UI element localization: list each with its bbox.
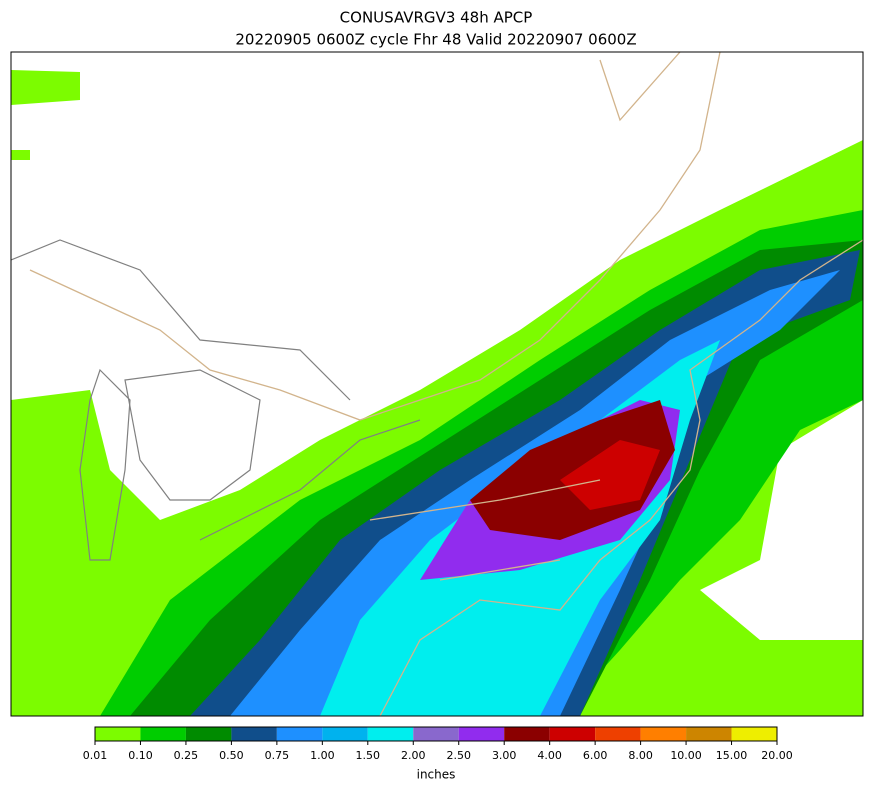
- colorbar-tick-label: 10.00: [670, 749, 702, 762]
- colorbar-bin: [322, 727, 368, 741]
- colorbar-label: inches: [417, 768, 456, 782]
- colorbar-bin: [185, 727, 232, 741]
- colorbar-tick-label: 20.00: [761, 749, 793, 762]
- colorbar-tick-label: 0.10: [128, 749, 153, 762]
- colorbar-tick-label: 2.50: [446, 749, 471, 762]
- colorbar-bin: [504, 727, 550, 741]
- colorbar-tick-label: 0.01: [83, 749, 108, 762]
- colorbar-tick-label: 0.50: [219, 749, 244, 762]
- colorbar-tick-label: 0.75: [265, 749, 290, 762]
- title-line: 20220905 0600Z cycle Fhr 48 Valid 202209…: [235, 31, 636, 49]
- colorbar-bin: [413, 727, 459, 741]
- colorbar-tick-label: 15.00: [716, 749, 748, 762]
- colorbar-bin: [640, 727, 687, 741]
- colorbar-tick-label: 6.00: [583, 749, 608, 762]
- colorbar-bin: [95, 727, 141, 741]
- colorbar-bin: [731, 727, 777, 741]
- colorbar-bin: [367, 727, 414, 741]
- colorbar-tick-label: 3.00: [492, 749, 517, 762]
- colorbar-frame: [94, 726, 778, 742]
- colorbar-bin: [549, 727, 596, 741]
- colorbar-bin: [231, 727, 277, 741]
- colorbar-bin: [458, 727, 505, 741]
- colorbar-bin: [686, 727, 732, 741]
- colorbar-tick-label: 1.50: [356, 749, 381, 762]
- colorbar-bin: [595, 727, 641, 741]
- colorbar-tick-label: 2.00: [401, 749, 426, 762]
- map-frame: [10, 51, 864, 717]
- colorbar-bin: [276, 727, 323, 741]
- colorbar-bin: [140, 727, 186, 741]
- colorbar-tick-label: 1.00: [310, 749, 335, 762]
- title-line: CONUSAVRGV3 48h APCP: [340, 9, 533, 27]
- colorbar-tick-label: 4.00: [537, 749, 562, 762]
- colorbar-tick-label: 8.00: [628, 749, 653, 762]
- map: [11, 52, 863, 716]
- colorbar-tick-label: 0.25: [174, 749, 199, 762]
- colorbar: 0.01 0.10 0.25 0.50 0.75 1.00 1.50 2.00 2.50 3.00…: [83, 726, 793, 762]
